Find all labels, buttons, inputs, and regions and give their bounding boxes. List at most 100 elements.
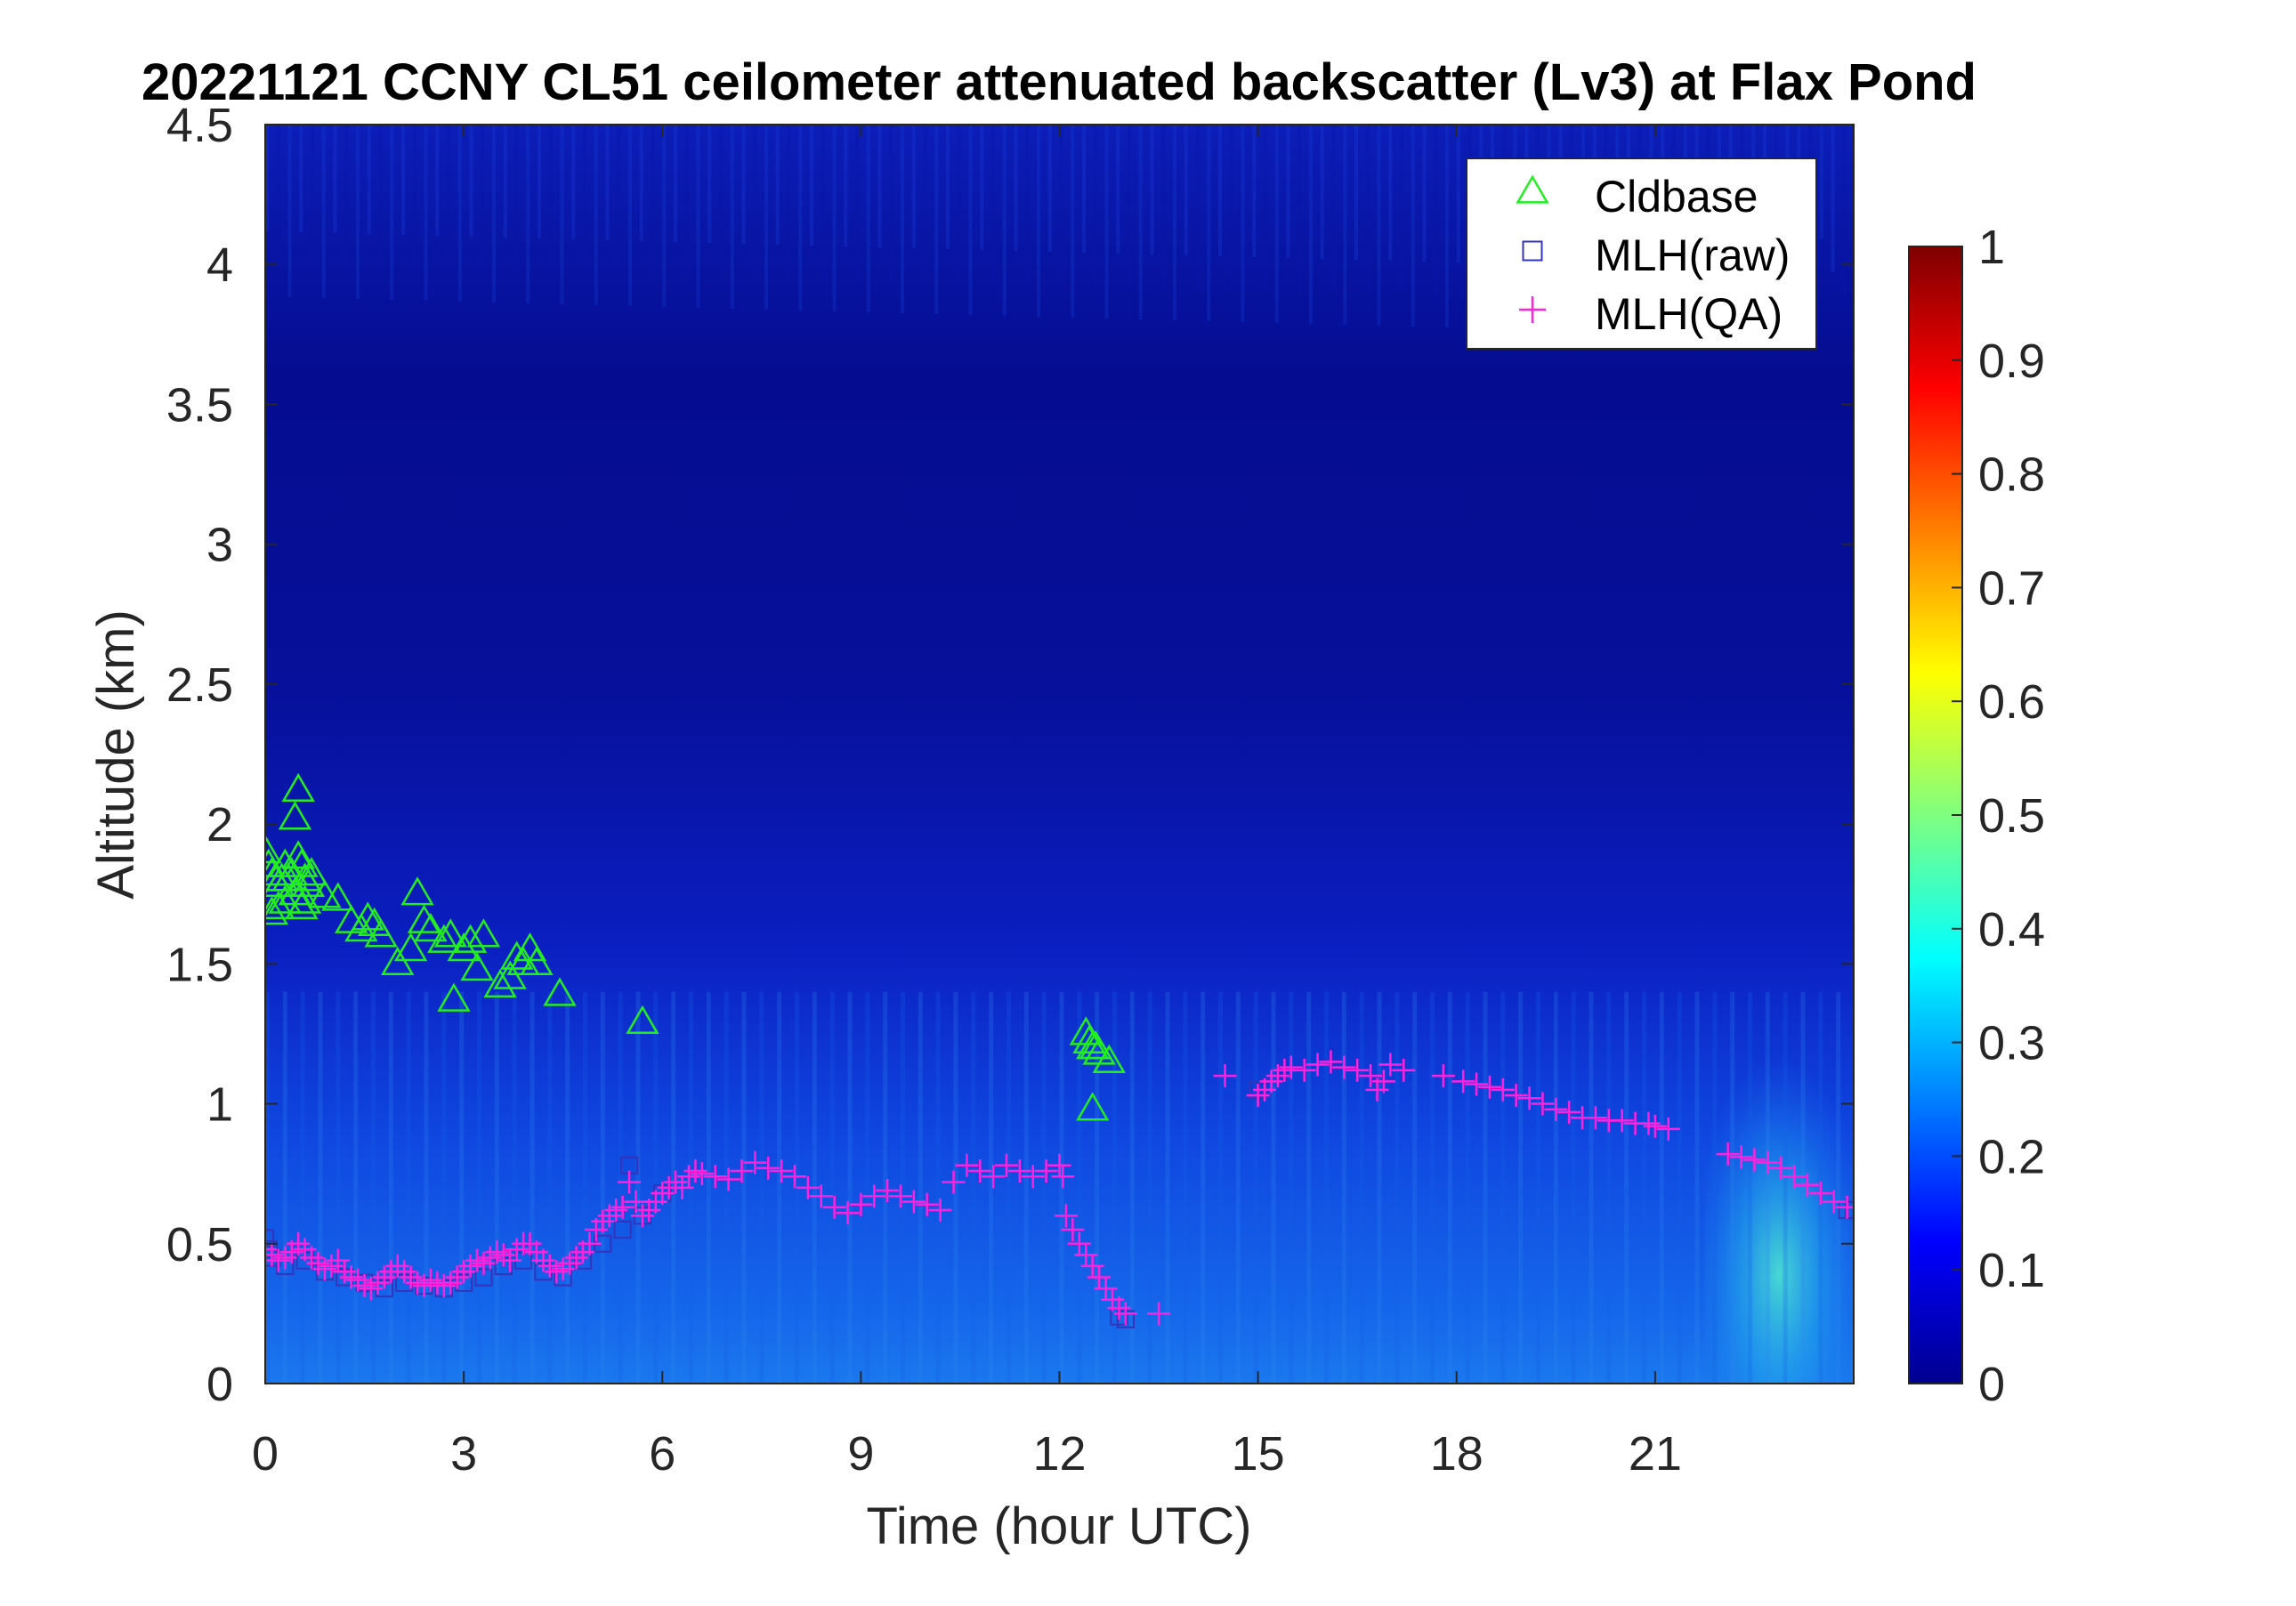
backscatter-column	[388, 991, 393, 1384]
data-point	[578, 1231, 602, 1255]
backscatter-column	[1518, 991, 1524, 1384]
backscatter-column	[1571, 991, 1576, 1384]
backscatter-streak	[401, 125, 405, 235]
legend-label: Cldbase	[1595, 172, 1758, 222]
backscatter-column	[424, 991, 429, 1384]
data-point	[618, 1170, 642, 1194]
backscatter-streak	[412, 125, 416, 268]
x-axis-label: Time (hour UTC)	[867, 1497, 1252, 1555]
y-tick-label: 3.5	[166, 378, 233, 432]
backscatter-streak	[1819, 125, 1823, 239]
data-point	[1742, 1148, 1766, 1172]
backscatter-streak	[934, 125, 939, 314]
data-point	[466, 918, 501, 948]
data-point	[915, 1192, 939, 1216]
backscatter-column	[618, 991, 623, 1384]
backscatter-streak	[855, 125, 859, 279]
colorbar-tick-label: 1	[1978, 221, 2005, 274]
legend-label: MLH(raw)	[1595, 230, 1790, 280]
x-tick-label: 9	[847, 1427, 874, 1481]
data-point	[295, 857, 328, 886]
y-tick-label: 1.5	[166, 938, 233, 991]
backscatter-streak	[787, 125, 791, 278]
backscatter-column	[583, 991, 587, 1384]
backscatter-streak	[764, 125, 768, 310]
backscatter-streak	[1161, 125, 1166, 287]
backscatter-column	[1041, 991, 1047, 1384]
backscatter-streak	[571, 125, 576, 239]
data-point	[1716, 1142, 1740, 1166]
data-point	[610, 1195, 635, 1219]
data-point	[1431, 1064, 1455, 1088]
backscatter-column	[282, 991, 287, 1384]
backscatter-column	[1147, 991, 1152, 1384]
backscatter-streak	[798, 125, 803, 311]
backscatter-column	[1642, 991, 1646, 1384]
data-point	[1491, 1077, 1515, 1102]
backscatter-column	[1748, 991, 1752, 1384]
data-point	[268, 848, 302, 877]
backscatter-column	[441, 991, 447, 1384]
backscatter-column	[777, 991, 782, 1384]
data-point	[1465, 1072, 1489, 1096]
colorbar-tick-label: 0	[1978, 1358, 2005, 1411]
backscatter-streak	[390, 125, 394, 300]
data-point	[995, 1153, 1018, 1177]
y-tick-label: 1	[206, 1078, 233, 1132]
data-point	[1007, 1159, 1031, 1183]
backscatter-streak	[1252, 125, 1257, 257]
backscatter-column	[1836, 991, 1841, 1384]
data-point	[291, 868, 326, 897]
backscatter-column	[1730, 991, 1735, 1384]
backscatter-streak	[1445, 125, 1449, 327]
backscatter-streak	[367, 125, 371, 234]
backscatter-streak	[1343, 125, 1347, 325]
data-point	[1147, 1302, 1171, 1326]
data-point	[1051, 1165, 1075, 1189]
colorbar-tick-label: 0.3	[1978, 1017, 2045, 1070]
backscatter-column	[883, 991, 888, 1384]
backscatter-streak	[1218, 125, 1222, 256]
data-point	[281, 772, 315, 803]
backscatter-streak	[344, 125, 349, 266]
backscatter-streak	[1264, 125, 1267, 290]
backscatter-column	[741, 991, 747, 1384]
backscatter-streak	[1093, 125, 1097, 286]
backscatter-streak	[1241, 125, 1245, 322]
colorbar: 0 0.1 0.2 0.3 0.4 0.5 0.6 0.7 0.8 0.9 1	[1908, 221, 2045, 1411]
colorbar-tick-label: 0.2	[1978, 1130, 2045, 1183]
colorbar-tick-label: 0.1	[1978, 1244, 2045, 1297]
backscatter-column	[1359, 991, 1364, 1384]
data-point	[265, 834, 282, 864]
data-point	[1378, 1053, 1403, 1077]
data-point	[901, 1190, 926, 1214]
data-point	[624, 1190, 648, 1214]
backscatter-column	[829, 991, 835, 1384]
backscatter-streak	[1071, 125, 1075, 318]
data-point	[1319, 1050, 1343, 1074]
backscatter-column	[971, 991, 976, 1384]
series-layer	[265, 772, 1854, 1328]
backscatter-streak	[287, 125, 292, 297]
data-point	[626, 1005, 659, 1035]
backscatter-streak	[503, 125, 507, 238]
colorbar-tick-label: 0.9	[1978, 335, 2045, 388]
backscatter-streak	[1047, 125, 1052, 252]
backscatter-streak	[730, 125, 734, 309]
data-point	[783, 1165, 806, 1189]
backscatter-streak	[538, 125, 541, 238]
backscatter-column	[494, 991, 499, 1384]
series-cldbase	[265, 772, 1126, 1121]
backscatter-column	[530, 991, 535, 1384]
data-point	[437, 982, 471, 1012]
backscatter-streak	[1331, 125, 1336, 292]
x-axis: 0 3 6 9 12 15 18 21	[252, 125, 1682, 1481]
y-tick-label: 4	[206, 238, 233, 292]
backscatter-column	[1412, 991, 1418, 1384]
colorbar-tick-label: 0.5	[1978, 789, 2045, 843]
x-tick-label: 15	[1232, 1427, 1285, 1481]
backscatter-column	[1112, 991, 1117, 1384]
backscatter-column	[1694, 991, 1700, 1384]
y-tick-label: 0.5	[166, 1218, 233, 1271]
